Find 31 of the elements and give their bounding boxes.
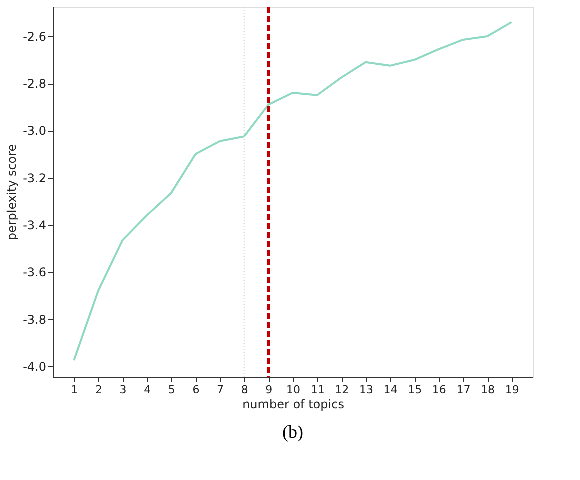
x-tick-label: 12 — [335, 384, 350, 396]
y-tick-label: -4.0 — [23, 360, 46, 374]
line-series — [73, 21, 513, 362]
x-tick-label: 7 — [217, 384, 224, 396]
y-tick-label: -3.0 — [23, 124, 46, 138]
y-tick-label: -3.4 — [23, 218, 46, 232]
y-tick-label: -3.8 — [23, 312, 46, 327]
x-tick-label: 8 — [241, 384, 248, 396]
y-tick-label: -2.8 — [23, 77, 46, 92]
x-tick-label: 13 — [359, 384, 374, 396]
x-tick-label: 6 — [192, 384, 200, 396]
y-tick-label: -2.6 — [23, 30, 46, 44]
x-axis-title: number of topics — [242, 398, 344, 412]
x-tick-label: 17 — [456, 384, 471, 396]
y-tick-label: -3.6 — [23, 266, 46, 280]
x-tick-label: 5 — [168, 384, 176, 396]
x-tick-label: 10 — [286, 384, 300, 396]
y-tick-label: -3.2 — [23, 171, 46, 186]
y-axis-title: perplexity score — [5, 144, 20, 241]
x-tick-label: 11 — [310, 384, 325, 396]
x-tick-label: 15 — [408, 384, 422, 396]
text: (b) — [282, 422, 304, 442]
x-tick-label: 18 — [481, 384, 496, 396]
x-tick-label: 1 — [71, 384, 78, 396]
x-tick-label: 2 — [95, 384, 102, 396]
x-tick-label: 14 — [384, 384, 398, 396]
x-tick-label: 4 — [144, 384, 152, 396]
x-tick-label: 16 — [432, 384, 446, 396]
x-tick-label: 3 — [120, 384, 127, 396]
x-tick-label: 9 — [266, 384, 273, 396]
x-tick-label: 19 — [505, 384, 520, 396]
